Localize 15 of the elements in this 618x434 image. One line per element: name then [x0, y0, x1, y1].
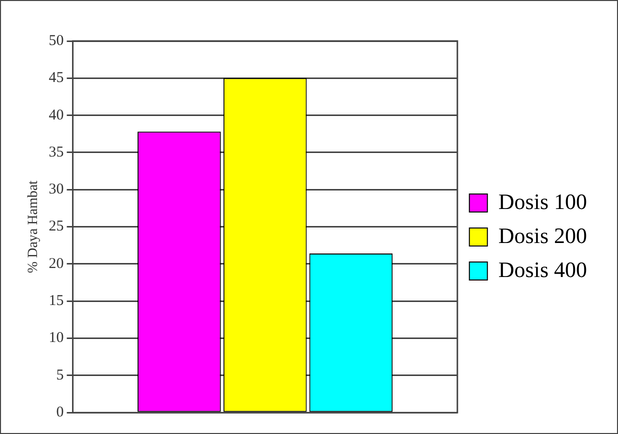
y-tick-label: 5 [56, 367, 64, 384]
legend-label: Dosis 100 [498, 188, 587, 214]
y-tick-label: 0 [56, 404, 64, 421]
y-tick-label: 20 [48, 256, 64, 272]
legend-label: Dosis 400 [498, 256, 587, 282]
y-tick-label: 30 [48, 182, 64, 198]
y-tick-label: 45 [48, 70, 64, 86]
y-tick-label: 10 [48, 330, 64, 346]
y-tick-label: 35 [48, 144, 64, 160]
y-tick-label: 15 [48, 293, 64, 310]
y-tick-label: 25 [48, 218, 64, 235]
y-axis-title: % Daya Hambat [26, 180, 42, 274]
y-tick-label: 40 [48, 107, 64, 124]
y-tick-label: 50 [48, 32, 64, 49]
legend-label: Dosis 200 [498, 222, 587, 248]
